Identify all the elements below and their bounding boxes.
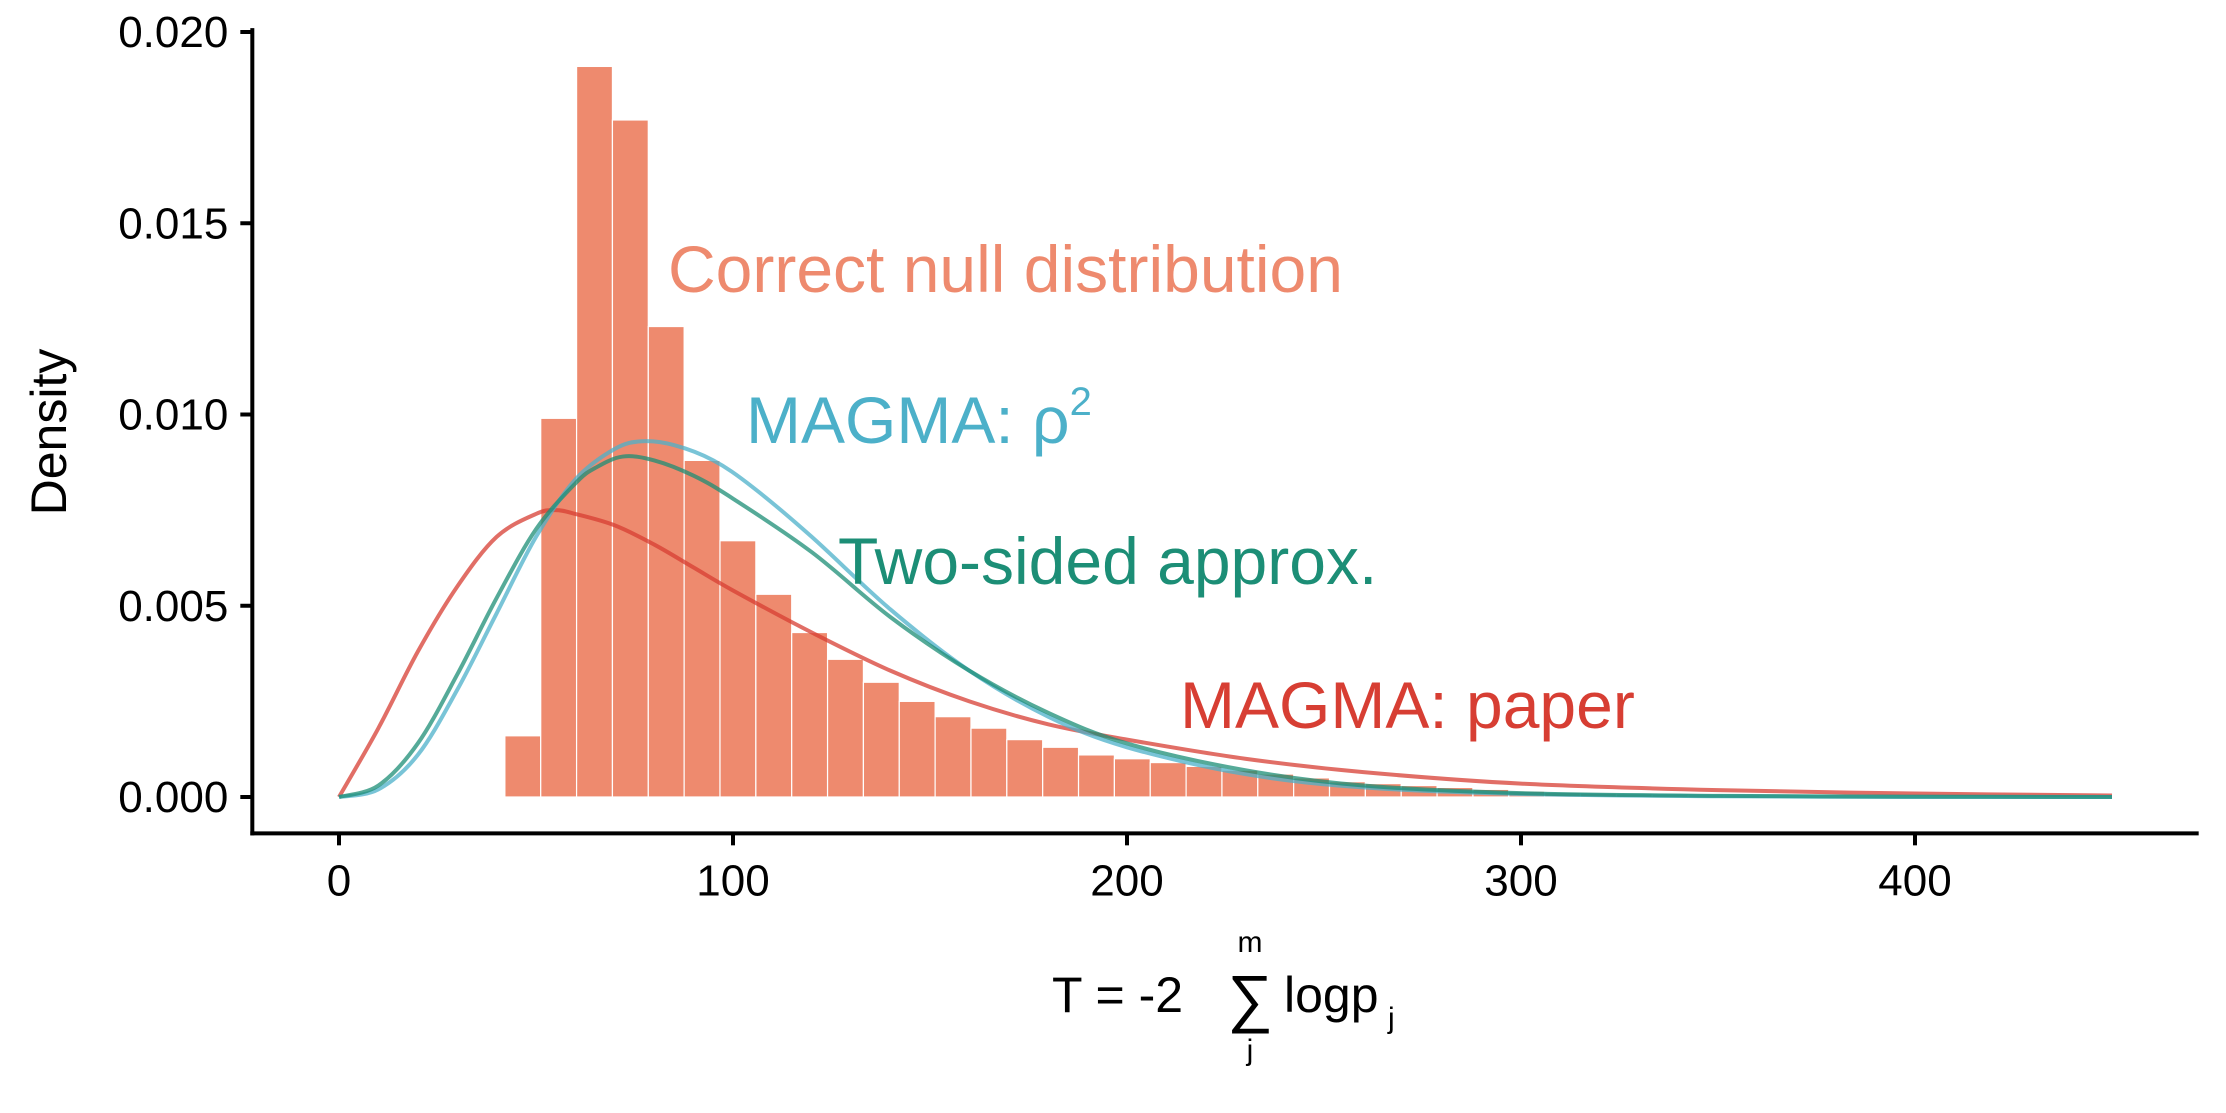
histogram-bar: [719, 540, 757, 798]
histogram-bar: [540, 417, 578, 798]
x-axis: 0 100 200 300 400: [250, 831, 2199, 905]
density-curve: [337, 508, 2113, 798]
x-ticks: 0 100 200 300 400: [327, 833, 1952, 905]
x-axis-title: T = -2 m ∑ j logp j: [1052, 926, 1395, 1067]
y-ticks: 0.000 0.005 0.010 0.015 0.020: [118, 8, 253, 822]
histogram-bar: [934, 716, 972, 798]
series-annotation: Correct null distribution: [668, 232, 1343, 306]
x-tick-label: 0: [327, 856, 351, 905]
x-axis-title-term: logp: [1284, 967, 1379, 1023]
y-tick-label: 0.000: [118, 773, 228, 822]
y-tick-label: 0.005: [118, 582, 228, 631]
histogram-bar: [755, 593, 793, 798]
x-axis-title-sum-symbol: ∑: [1227, 962, 1273, 1034]
histogram-bar: [862, 681, 900, 798]
density-curves: [337, 439, 2113, 800]
y-tick-label: 0.010: [118, 391, 228, 440]
x-axis-title-sum-upper: m: [1238, 926, 1263, 959]
histogram-bar: [575, 65, 614, 798]
y-tick-label: 0.015: [118, 199, 228, 248]
series-annotation-text: Correct null distribution: [668, 232, 1343, 306]
series-annotations: Correct null distribution MAGMA: ρ2 Two-si…: [668, 232, 1635, 742]
series-annotation-text: MAGMA: paper: [1180, 668, 1635, 742]
y-axis: 0.000 0.005 0.010 0.015 0.020: [118, 8, 255, 836]
series-annotation-text: Two-sided approx.: [838, 524, 1377, 598]
series-annotation-superscript: 2: [1070, 380, 1092, 424]
histogram-bar: [826, 658, 865, 798]
x-axis-title-term-subscript: j: [1387, 1002, 1395, 1035]
x-tick-label: 100: [696, 856, 769, 905]
y-tick-label: 0.020: [118, 8, 228, 57]
histogram-bar: [1006, 739, 1044, 798]
histogram-bar: [1149, 761, 1187, 798]
histogram-bars: [468, 65, 2084, 798]
density-curve: [338, 454, 2113, 799]
histogram-bar: [647, 325, 685, 798]
x-tick-label: 300: [1484, 856, 1557, 905]
histogram-bar: [468, 795, 506, 798]
histogram-bar: [898, 700, 936, 798]
series-annotation-text: MAGMA: ρ: [746, 383, 1070, 457]
y-axis-title: Density: [21, 349, 77, 516]
histogram-bar: [970, 727, 1008, 798]
histogram-bar: [1077, 754, 1115, 798]
series-annotation: Two-sided approx.: [838, 524, 1377, 598]
histogram-bar: [504, 735, 542, 798]
x-tick-label: 400: [1878, 856, 1951, 905]
histogram-bar: [1185, 765, 1223, 798]
series-annotation: MAGMA: paper: [1180, 668, 1635, 742]
x-tick-label: 200: [1090, 856, 1163, 905]
histogram-bar: [683, 459, 721, 798]
series-annotation: MAGMA: ρ2: [746, 380, 1092, 457]
histogram-bar: [791, 631, 829, 798]
x-axis-title-sum-lower: j: [1246, 1034, 1254, 1067]
x-axis-title-prefix: T = -2: [1052, 967, 1197, 1023]
histogram-bar: [1113, 758, 1151, 798]
histogram-bar: [1042, 746, 1080, 798]
